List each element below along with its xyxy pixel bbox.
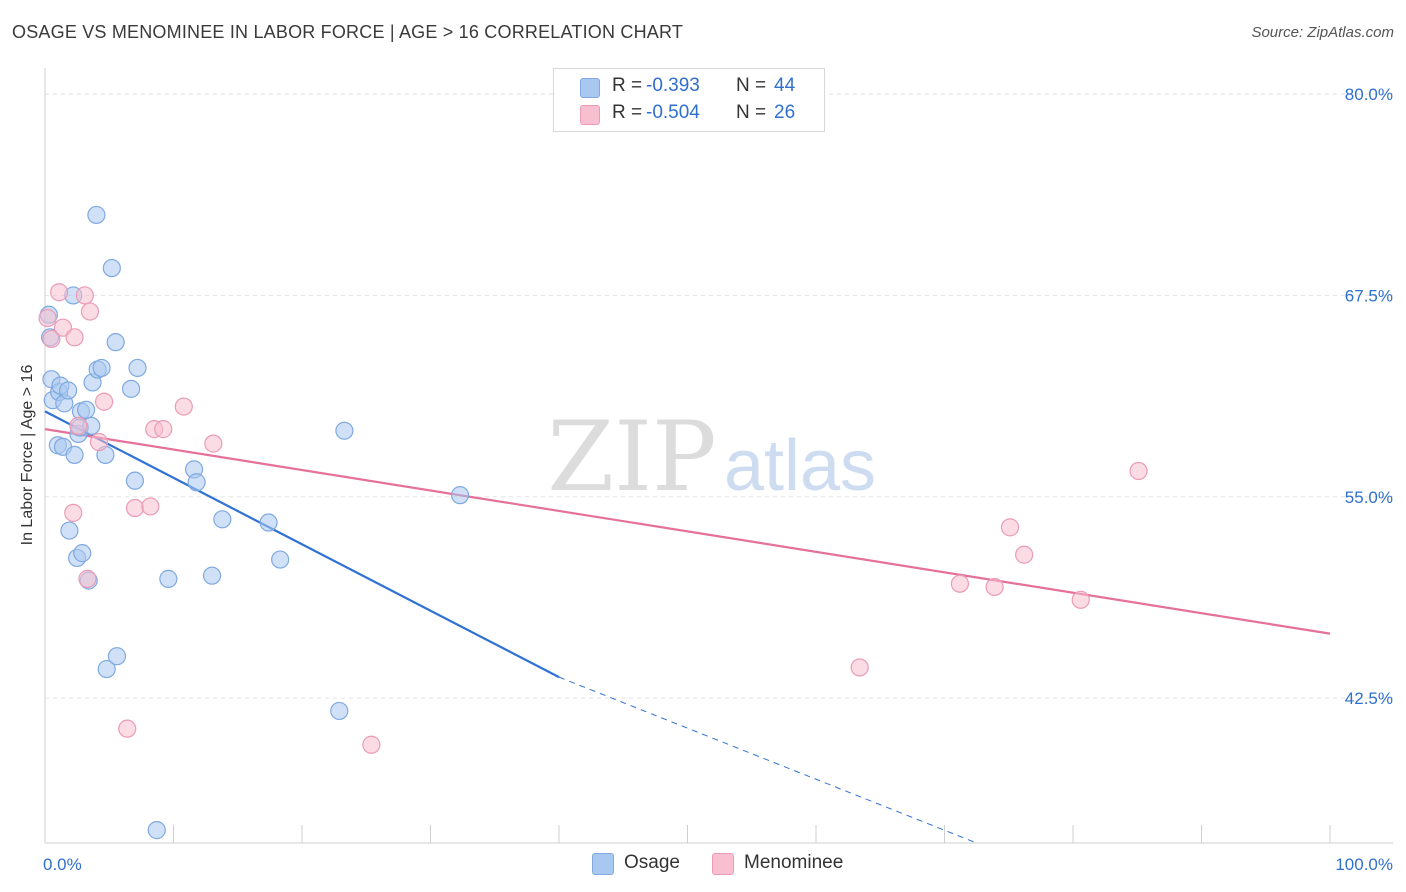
chart-title: OSAGE VS MENOMINEE IN LABOR FORCE | AGE … bbox=[12, 22, 684, 42]
osage-point bbox=[73, 544, 92, 563]
osage-point bbox=[77, 400, 96, 419]
osage-point bbox=[97, 659, 116, 679]
tick-label-layer: 42.5% 55.0% 67.5% 80.0% 0.0% 100.0% bbox=[43, 85, 1393, 874]
osage-point bbox=[202, 566, 222, 585]
menominee-point bbox=[1015, 545, 1034, 564]
legend-n-value: 26 bbox=[774, 102, 796, 123]
osage-point bbox=[330, 701, 349, 721]
legend-r-value: -0.393 bbox=[646, 75, 700, 96]
osage-trend-extension bbox=[558, 676, 977, 844]
menominee-trend-line bbox=[44, 428, 1331, 635]
menominee-point bbox=[154, 420, 173, 439]
watermark: ZIP atlas bbox=[547, 401, 876, 513]
x-tick-label: 100.0% bbox=[1335, 855, 1393, 874]
menominee-point bbox=[78, 569, 97, 588]
menominee-point bbox=[125, 498, 145, 518]
menominee-point bbox=[38, 308, 57, 328]
x-tick-label: 0.0% bbox=[43, 855, 82, 874]
menominee-point bbox=[118, 719, 137, 738]
osage-point bbox=[125, 471, 145, 490]
menominee-point bbox=[75, 286, 94, 305]
menominee-point bbox=[50, 283, 69, 302]
osage-point bbox=[121, 379, 141, 398]
osage-point bbox=[65, 445, 84, 464]
correlation-legend: R = -0.393 N = 44 R = -0.504 N = 26 bbox=[553, 68, 825, 132]
menominee-point bbox=[1071, 590, 1090, 609]
menominee-point bbox=[80, 302, 100, 321]
y-tick-label: 55.0% bbox=[1345, 488, 1393, 507]
osage-trend-line bbox=[44, 410, 560, 679]
osage-point bbox=[87, 205, 106, 225]
osage-point bbox=[159, 569, 178, 588]
menominee-point bbox=[95, 392, 114, 411]
menominee-point bbox=[69, 416, 88, 436]
osage-point bbox=[259, 513, 278, 532]
osage-swatch bbox=[580, 78, 600, 98]
menominee-point bbox=[65, 328, 84, 347]
menominee-point bbox=[204, 434, 223, 453]
legend-n-label: N = bbox=[736, 75, 767, 96]
osage-point bbox=[107, 647, 127, 666]
legend-r-label: R = bbox=[612, 102, 643, 123]
y-tick-label: 42.5% bbox=[1345, 689, 1393, 708]
watermark-atlas: atlas bbox=[724, 426, 876, 506]
osage-point bbox=[59, 381, 78, 400]
osage-point bbox=[60, 521, 79, 540]
menominee-point bbox=[174, 397, 193, 416]
axis-layer bbox=[44, 68, 1393, 844]
menominee-point bbox=[985, 577, 1004, 597]
osage-point bbox=[213, 510, 232, 529]
osage-point bbox=[450, 486, 470, 505]
menominee-legend-label: Menominee bbox=[744, 852, 844, 873]
osage-point bbox=[106, 333, 125, 352]
points-layer bbox=[38, 205, 1148, 840]
menominee-legend-swatch bbox=[712, 853, 734, 875]
osage-point bbox=[92, 358, 111, 378]
osage-point bbox=[187, 473, 206, 492]
chart-source: Source: ZipAtlas.com bbox=[1251, 24, 1394, 41]
menominee-point bbox=[64, 503, 83, 522]
osage-point bbox=[147, 821, 166, 840]
menominee-point bbox=[1000, 518, 1020, 537]
menominee-point bbox=[850, 658, 869, 677]
watermark-zip: ZIP bbox=[547, 401, 716, 513]
legend-n-label: N = bbox=[736, 102, 767, 123]
y-tick-label: 80.0% bbox=[1345, 85, 1393, 104]
osage-point bbox=[128, 358, 147, 378]
osage-legend-swatch bbox=[592, 853, 614, 875]
menominee-point bbox=[141, 497, 160, 516]
legend-n-value: 44 bbox=[774, 75, 796, 96]
grid-layer bbox=[45, 93, 1393, 699]
y-tick-label: 67.5% bbox=[1345, 286, 1393, 305]
osage-point bbox=[335, 421, 354, 440]
menominee-point bbox=[42, 329, 61, 349]
osage-point bbox=[102, 258, 121, 278]
osage-point bbox=[271, 550, 290, 569]
menominee-point bbox=[950, 574, 970, 593]
osage-legend-label: Osage bbox=[624, 852, 680, 873]
menominee-point bbox=[1129, 461, 1148, 481]
legend-r-label: R = bbox=[612, 75, 643, 96]
trend-layer bbox=[44, 410, 1331, 844]
menominee-point bbox=[362, 735, 381, 754]
menominee-swatch bbox=[580, 105, 600, 125]
menominee-point bbox=[89, 432, 109, 452]
legend-r-value: -0.504 bbox=[646, 102, 700, 123]
